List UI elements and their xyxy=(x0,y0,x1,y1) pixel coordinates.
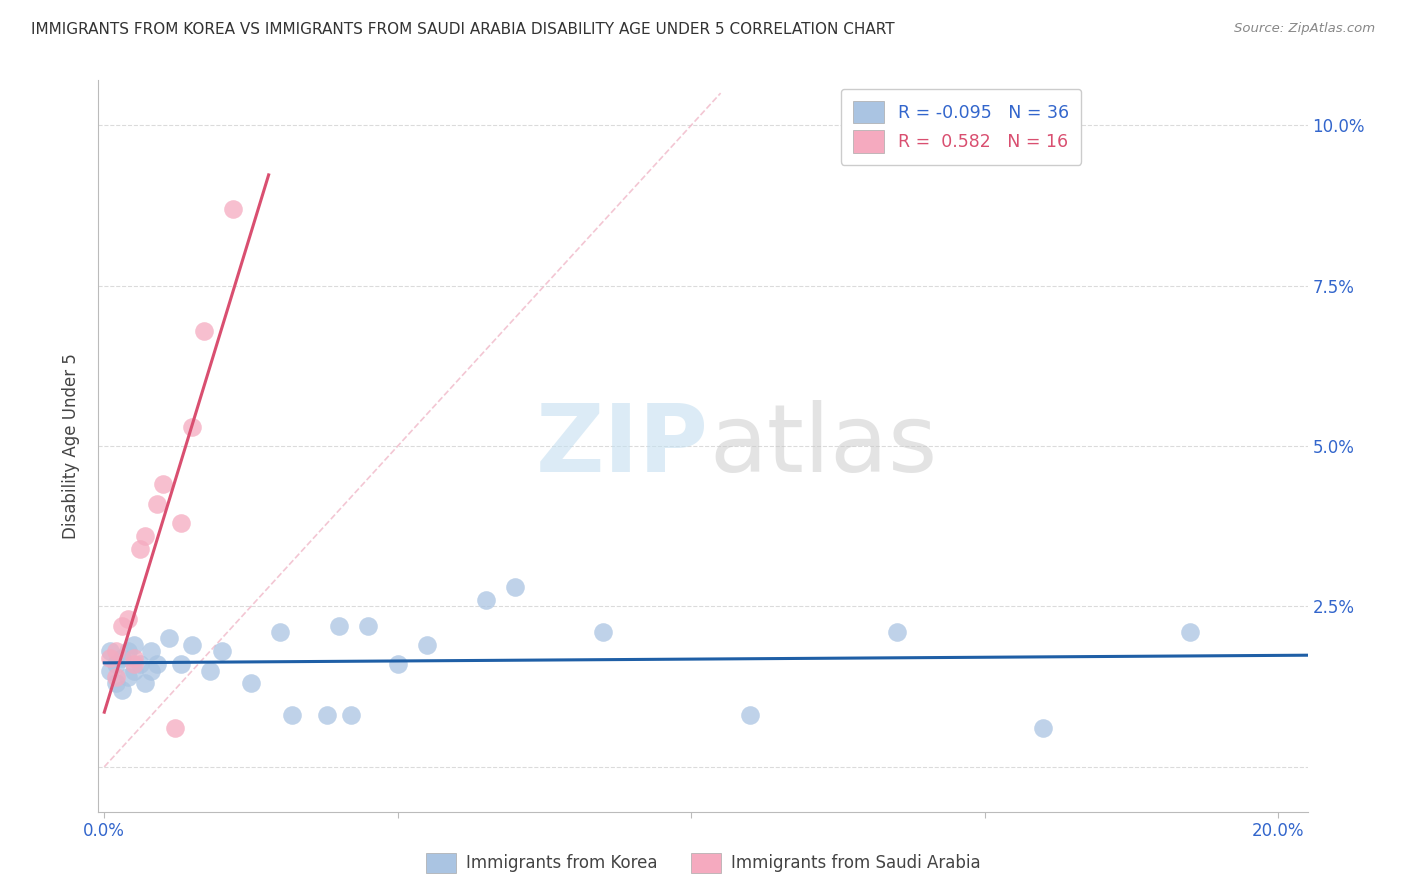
Point xyxy=(181,419,204,434)
Point xyxy=(146,497,169,511)
Point xyxy=(134,529,156,543)
Text: atlas: atlas xyxy=(709,400,938,492)
Point xyxy=(98,664,121,678)
Point xyxy=(886,625,908,640)
Point xyxy=(98,644,121,658)
Point xyxy=(1032,721,1054,735)
Point xyxy=(122,664,145,678)
Point xyxy=(328,618,350,632)
Text: ZIP: ZIP xyxy=(536,400,709,492)
Point xyxy=(269,625,291,640)
Point xyxy=(316,708,339,723)
Point xyxy=(240,676,263,690)
Point xyxy=(141,664,163,678)
Point xyxy=(111,650,134,665)
Point xyxy=(340,708,363,723)
Point xyxy=(128,541,150,556)
Point xyxy=(122,638,145,652)
Point xyxy=(181,638,204,652)
Point xyxy=(117,670,139,684)
Point xyxy=(387,657,409,672)
Point xyxy=(357,618,380,632)
Point xyxy=(198,664,221,678)
Point xyxy=(152,477,174,491)
Point xyxy=(281,708,304,723)
Point xyxy=(169,657,191,672)
Point xyxy=(117,612,139,626)
Point xyxy=(105,657,128,672)
Point xyxy=(141,644,163,658)
Legend: R = -0.095   N = 36, R =  0.582   N = 16: R = -0.095 N = 36, R = 0.582 N = 16 xyxy=(841,89,1081,165)
Point xyxy=(128,657,150,672)
Point xyxy=(592,625,614,640)
Point xyxy=(146,657,169,672)
Point xyxy=(105,670,128,684)
Point xyxy=(111,682,134,697)
Point xyxy=(122,650,145,665)
Point xyxy=(105,676,128,690)
Point xyxy=(222,202,245,216)
Point xyxy=(503,580,526,594)
Point xyxy=(163,721,186,735)
Text: Source: ZipAtlas.com: Source: ZipAtlas.com xyxy=(1234,22,1375,36)
Point xyxy=(1180,625,1202,640)
Point xyxy=(738,708,761,723)
Point xyxy=(475,593,498,607)
Point xyxy=(105,644,128,658)
Point xyxy=(122,657,145,672)
Point xyxy=(169,516,191,530)
Point xyxy=(416,638,439,652)
Text: IMMIGRANTS FROM KOREA VS IMMIGRANTS FROM SAUDI ARABIA DISABILITY AGE UNDER 5 COR: IMMIGRANTS FROM KOREA VS IMMIGRANTS FROM… xyxy=(31,22,894,37)
Legend: Immigrants from Korea, Immigrants from Saudi Arabia: Immigrants from Korea, Immigrants from S… xyxy=(419,847,987,880)
Point xyxy=(98,650,121,665)
Point xyxy=(117,644,139,658)
Point xyxy=(111,618,134,632)
Point xyxy=(193,324,215,338)
Point xyxy=(211,644,233,658)
Point xyxy=(134,676,156,690)
Point xyxy=(157,632,180,646)
Y-axis label: Disability Age Under 5: Disability Age Under 5 xyxy=(62,353,80,539)
